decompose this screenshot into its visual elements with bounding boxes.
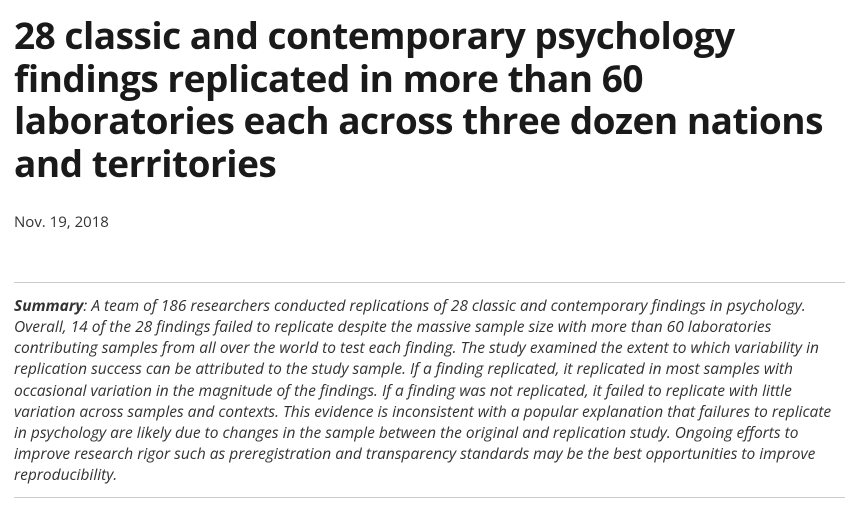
summary-text: : A team of 186 researchers conducted re… <box>14 294 831 485</box>
divider-bottom <box>14 497 845 498</box>
article-title: 28 classic and contemporary psychology f… <box>14 14 845 184</box>
summary-paragraph: Summary: A team of 186 researchers condu… <box>14 295 845 485</box>
article-date: Nov. 19, 2018 <box>14 212 845 232</box>
divider-top <box>14 282 845 283</box>
article: 28 classic and contemporary psychology f… <box>14 14 845 498</box>
summary-label: Summary <box>14 294 83 316</box>
